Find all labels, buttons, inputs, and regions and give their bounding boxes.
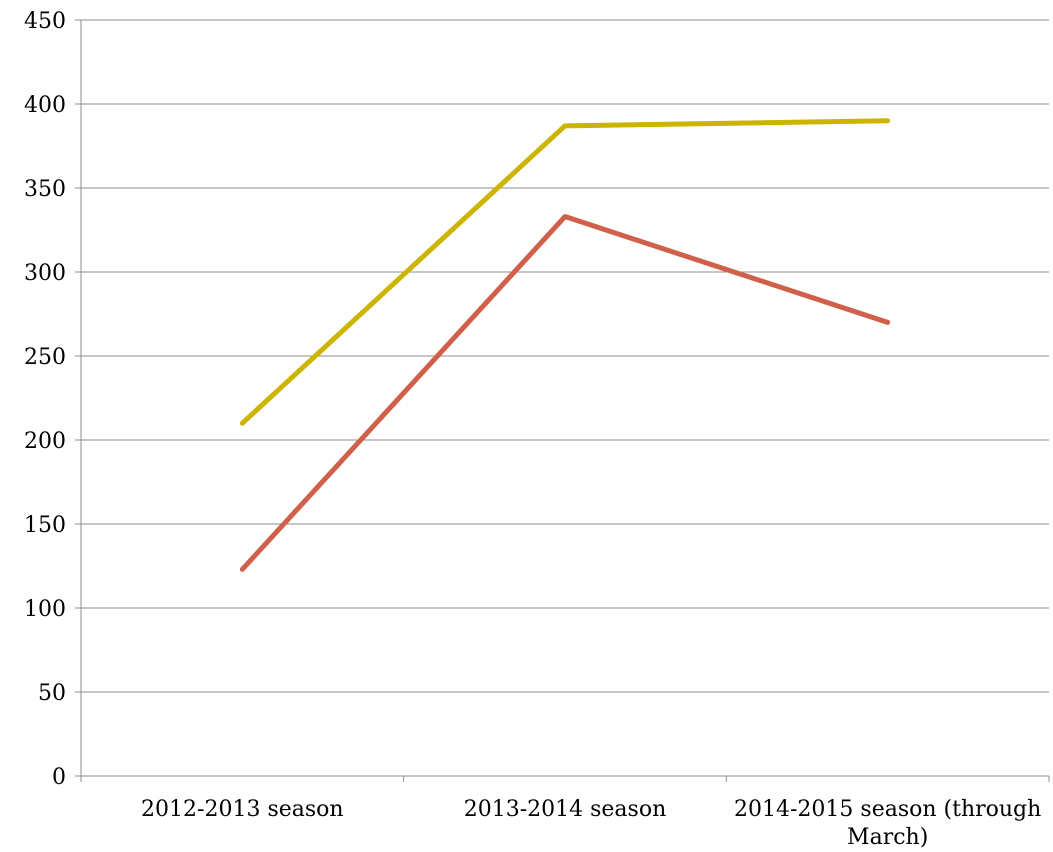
x-category-label: March) [847, 825, 928, 850]
series-1-point [241, 422, 243, 424]
series-lines [239, 118, 891, 572]
series-1-point [887, 120, 889, 122]
y-tick-label: 250 [24, 345, 66, 370]
y-tick-label: 0 [52, 765, 66, 790]
series-2-point [564, 216, 566, 218]
y-tick-label: 150 [24, 513, 66, 538]
series-2-point [887, 321, 889, 323]
y-tick-label: 400 [24, 93, 66, 118]
axis-labels: 0 50 100 150 200 250 300 350 400 450 2012-2013 sea… [24, 9, 1041, 850]
y-tick-label: 100 [24, 597, 66, 622]
y-tick-label: 450 [24, 9, 66, 34]
series-2-point [241, 568, 243, 570]
x-category-label: 2012-2013 season [141, 797, 344, 822]
series-1-point [564, 125, 566, 127]
y-tick-label: 200 [24, 429, 66, 454]
y-tick-label: 300 [24, 261, 66, 286]
x-category-label: 2014-2015 season (through [734, 797, 1041, 822]
y-tick-label: 350 [24, 177, 66, 202]
series-line-2 [239, 214, 891, 572]
gridlines [81, 19, 1049, 693]
y-tick-label: 50 [38, 681, 66, 706]
axes [75, 19, 1050, 782]
x-category-label: 2013-2014 season [464, 797, 667, 822]
